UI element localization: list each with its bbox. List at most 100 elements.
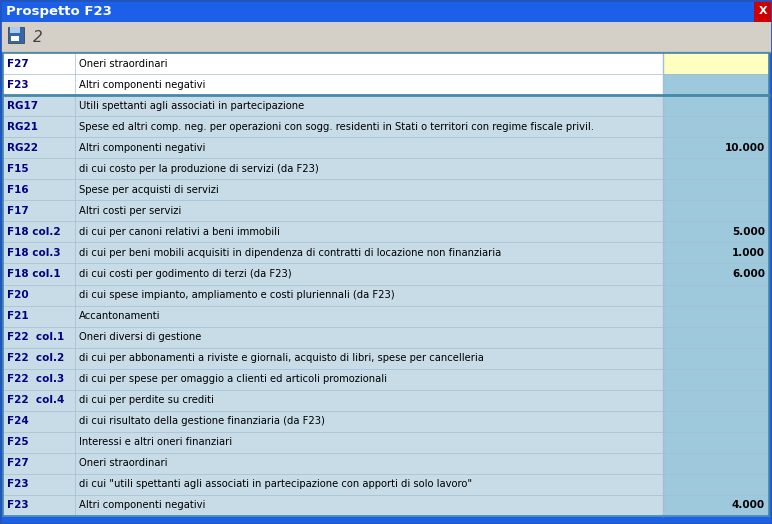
Bar: [3, 285, 75, 305]
Bar: [663, 347, 769, 369]
Bar: [75, 305, 663, 326]
Bar: [11, 36, 19, 41]
Bar: [75, 179, 663, 200]
Bar: [75, 453, 663, 474]
Text: Spese ed altri comp. neg. per operazioni con sogg. residenti in Stati o territor: Spese ed altri comp. neg. per operazioni…: [79, 122, 594, 132]
Bar: [3, 137, 75, 158]
Text: di cui "utili spettanti agli associati in partecipazione con apporti di solo lav: di cui "utili spettanti agli associati i…: [79, 479, 472, 489]
Text: F22  col.1: F22 col.1: [7, 332, 64, 342]
Text: 4.000: 4.000: [732, 500, 765, 510]
Text: Spese per acquisti di servizi: Spese per acquisti di servizi: [79, 185, 218, 195]
Bar: [75, 53, 663, 74]
Bar: [663, 221, 769, 243]
Text: F22  col.2: F22 col.2: [7, 353, 64, 363]
Bar: [663, 369, 769, 390]
Bar: [75, 495, 663, 516]
Text: di cui per perdite su crediti: di cui per perdite su crediti: [79, 395, 214, 405]
Bar: [75, 474, 663, 495]
Text: RG17: RG17: [7, 101, 38, 111]
Text: 10.000: 10.000: [725, 143, 765, 152]
Bar: [75, 390, 663, 411]
Bar: [663, 53, 769, 74]
Text: F23: F23: [7, 479, 29, 489]
Bar: [663, 432, 769, 453]
Text: di cui costo per la produzione di servizi (da F23): di cui costo per la produzione di serviz…: [79, 163, 319, 174]
Text: Altri componenti negativi: Altri componenti negativi: [79, 80, 205, 90]
Bar: [75, 158, 663, 179]
Bar: [3, 158, 75, 179]
Bar: [75, 95, 663, 116]
Bar: [3, 53, 769, 516]
Bar: [3, 411, 75, 432]
Bar: [663, 390, 769, 411]
Bar: [3, 453, 75, 474]
Bar: [3, 221, 75, 243]
Bar: [8, 27, 24, 43]
Text: RG22: RG22: [7, 143, 38, 152]
Bar: [75, 326, 663, 347]
Bar: [754, 0, 772, 22]
Bar: [3, 74, 75, 95]
Bar: [663, 74, 769, 95]
Text: 5.000: 5.000: [732, 227, 765, 237]
Bar: [3, 305, 75, 326]
Text: di cui costi per godimento di terzi (da F23): di cui costi per godimento di terzi (da …: [79, 269, 292, 279]
Bar: [75, 432, 663, 453]
Bar: [3, 179, 75, 200]
Bar: [663, 95, 769, 116]
Bar: [75, 347, 663, 369]
Text: Oneri diversi di gestione: Oneri diversi di gestione: [79, 332, 201, 342]
Bar: [663, 326, 769, 347]
Text: Interessi e altri oneri finanziari: Interessi e altri oneri finanziari: [79, 438, 232, 447]
Bar: [663, 264, 769, 285]
Text: F27: F27: [7, 59, 29, 69]
Text: Altri componenti negativi: Altri componenti negativi: [79, 143, 205, 152]
Bar: [3, 53, 75, 74]
Text: F18 col.3: F18 col.3: [7, 248, 61, 258]
Bar: [3, 95, 75, 116]
Text: F22  col.4: F22 col.4: [7, 395, 64, 405]
Bar: [663, 137, 769, 158]
Bar: [3, 390, 75, 411]
Text: F18 col.2: F18 col.2: [7, 227, 61, 237]
Text: X: X: [759, 6, 767, 16]
Bar: [663, 285, 769, 305]
Bar: [3, 432, 75, 453]
Bar: [0, 516, 772, 524]
Bar: [663, 200, 769, 221]
Text: F18 col.1: F18 col.1: [7, 269, 61, 279]
Text: di cui per canoni relativi a beni immobili: di cui per canoni relativi a beni immobi…: [79, 227, 280, 237]
Text: F21: F21: [7, 311, 29, 321]
Text: 6.000: 6.000: [732, 269, 765, 279]
Text: F22  col.3: F22 col.3: [7, 374, 64, 384]
Text: F16: F16: [7, 185, 29, 195]
Text: Altri costi per servizi: Altri costi per servizi: [79, 206, 181, 216]
Bar: [663, 411, 769, 432]
Bar: [3, 326, 75, 347]
Bar: [75, 369, 663, 390]
Bar: [75, 411, 663, 432]
Text: RG21: RG21: [7, 122, 38, 132]
Bar: [75, 137, 663, 158]
Bar: [10, 27, 20, 33]
Bar: [3, 495, 75, 516]
Bar: [663, 474, 769, 495]
Text: Prospetto F23: Prospetto F23: [6, 5, 112, 17]
Bar: [0, 22, 772, 52]
Bar: [663, 305, 769, 326]
Bar: [75, 243, 663, 264]
Bar: [3, 200, 75, 221]
Text: di cui spese impianto, ampliamento e costi pluriennali (da F23): di cui spese impianto, ampliamento e cos…: [79, 290, 394, 300]
Bar: [3, 243, 75, 264]
Bar: [663, 243, 769, 264]
Text: F17: F17: [7, 206, 29, 216]
Text: Accantonamenti: Accantonamenti: [79, 311, 161, 321]
Bar: [75, 285, 663, 305]
Bar: [75, 74, 663, 95]
Text: F23: F23: [7, 80, 29, 90]
Bar: [75, 200, 663, 221]
Bar: [663, 158, 769, 179]
Text: F15: F15: [7, 163, 29, 174]
Bar: [3, 369, 75, 390]
Bar: [663, 179, 769, 200]
